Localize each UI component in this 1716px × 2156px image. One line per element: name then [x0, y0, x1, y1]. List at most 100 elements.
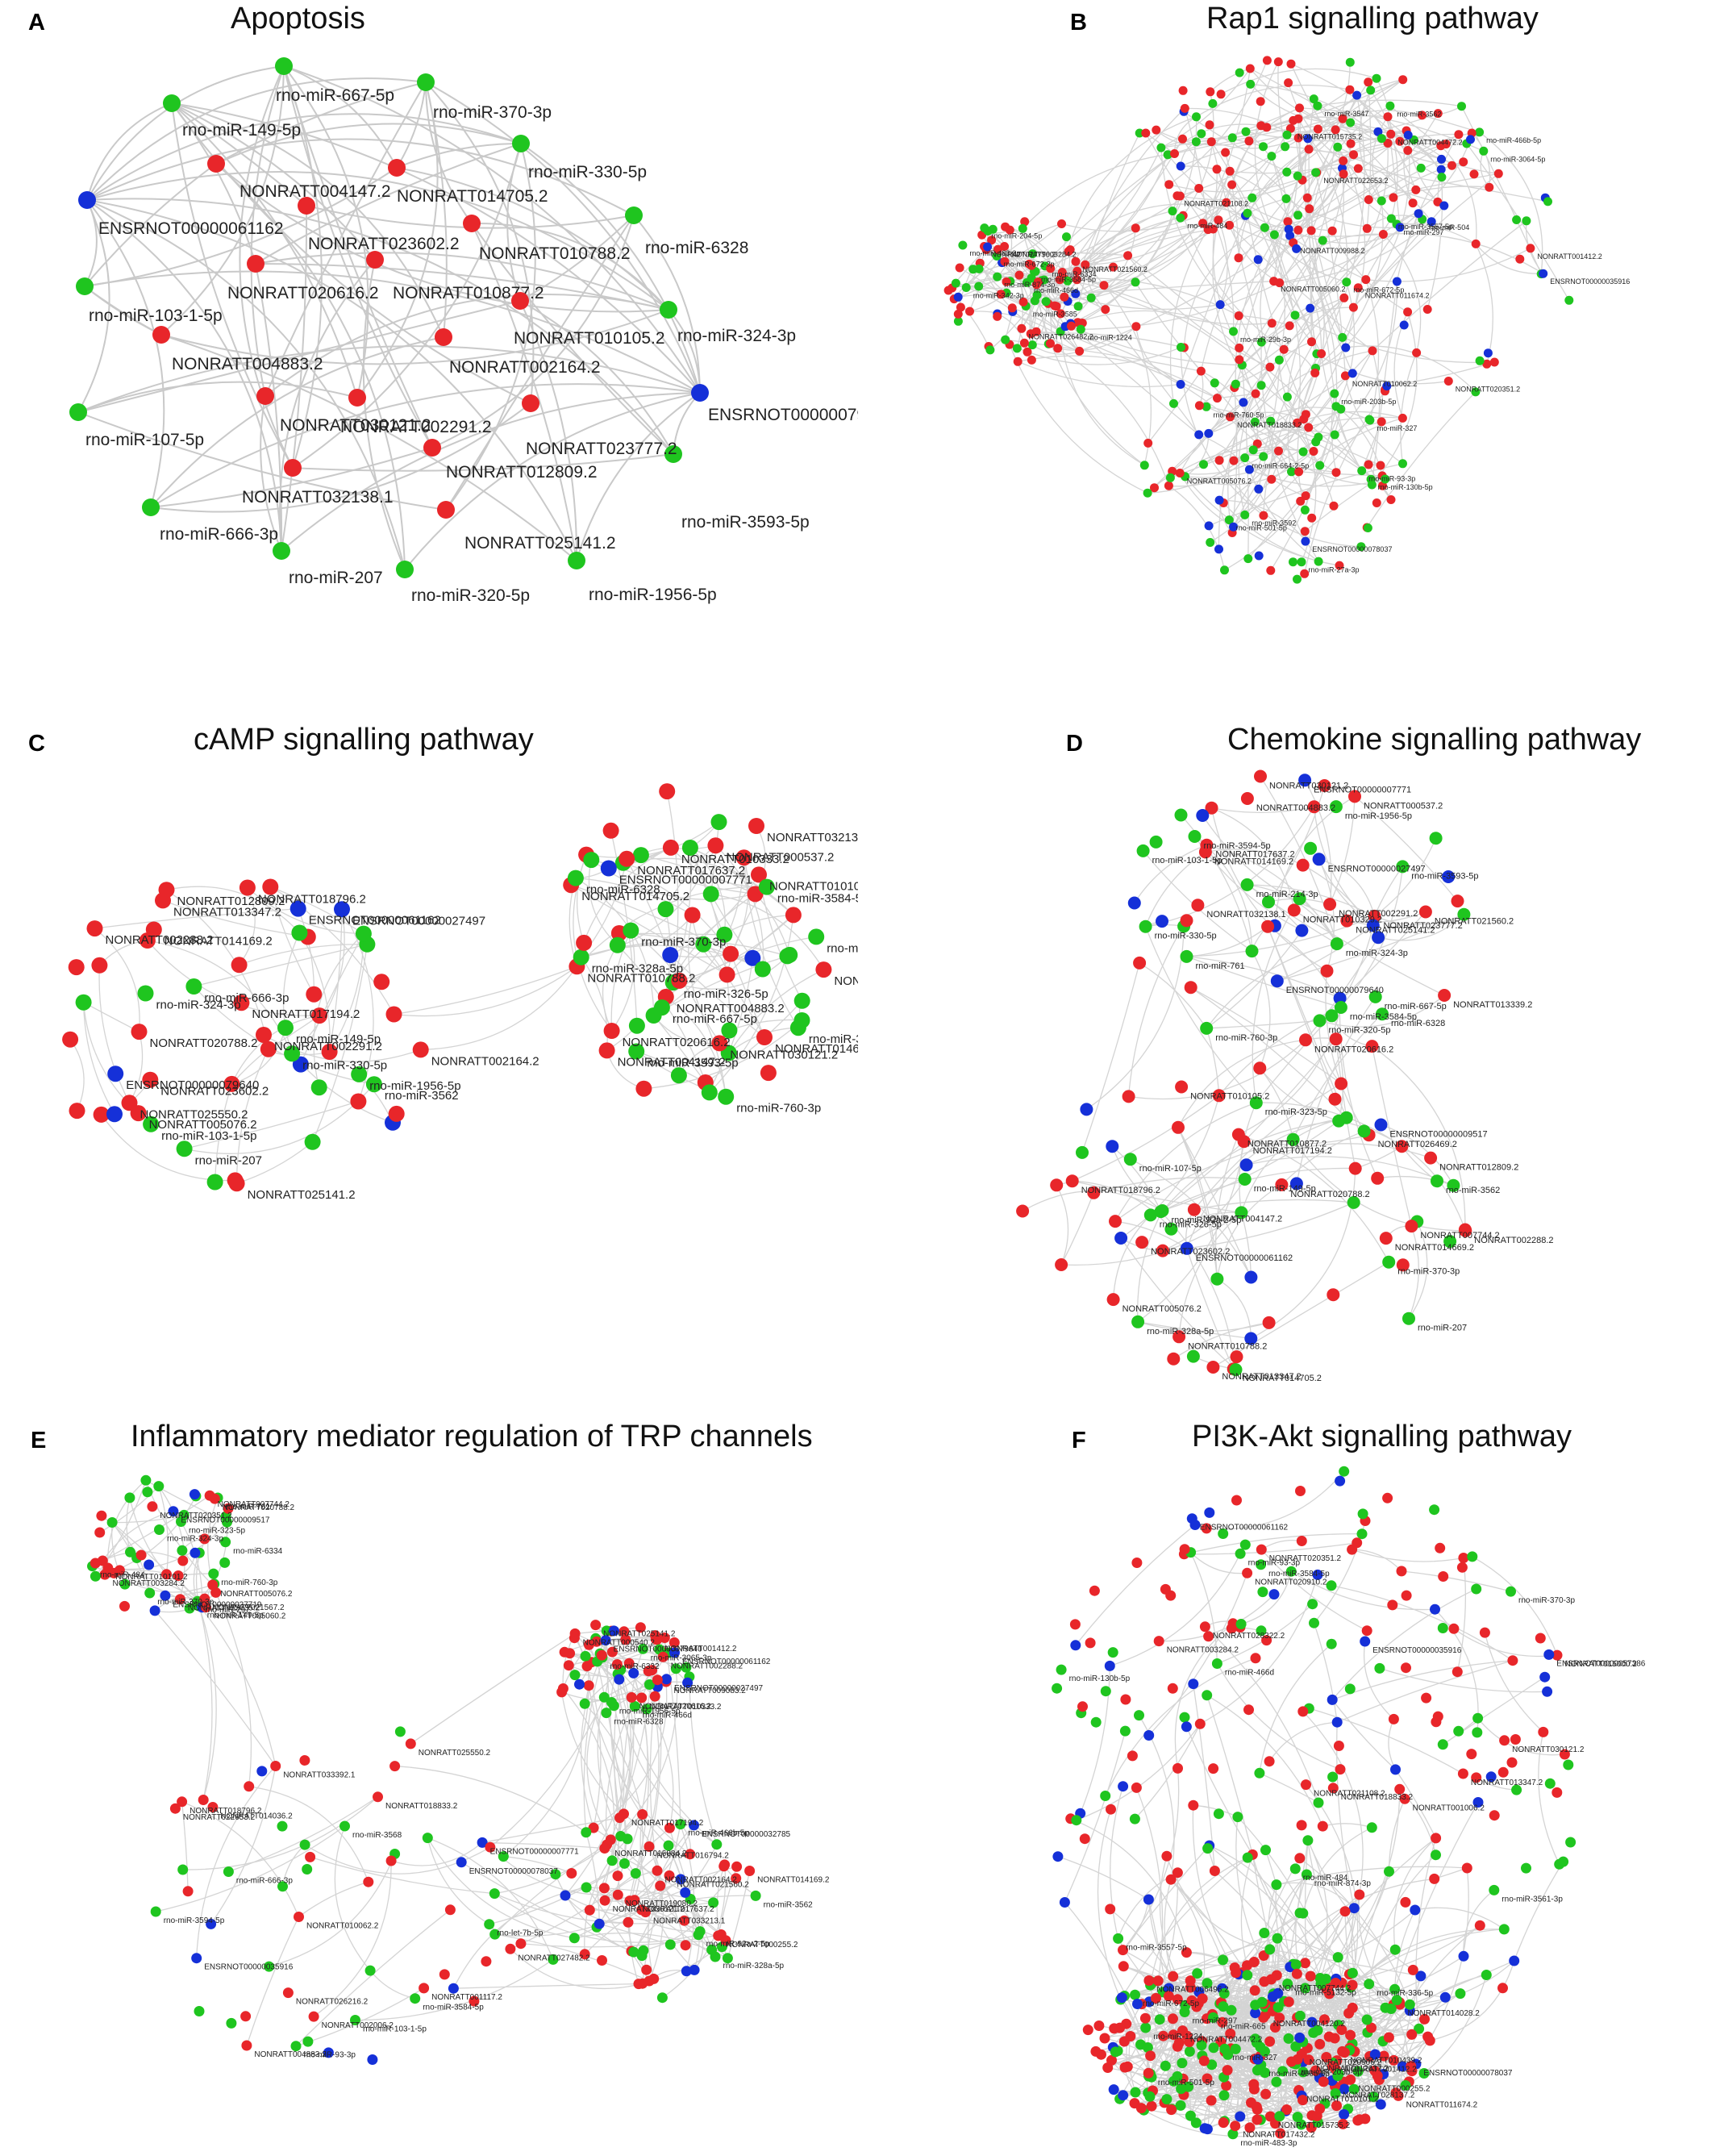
- mirna-node: [1142, 2042, 1153, 2053]
- edge: [1310, 1837, 1437, 1977]
- mirna-node: [1240, 878, 1254, 891]
- mrna-node: [1285, 231, 1295, 240]
- lncrna-node: [1331, 2100, 1342, 2112]
- node-label: NONRATT007744.2: [218, 1500, 290, 1509]
- lncrna-node: [1202, 2073, 1213, 2084]
- mirna-node: [144, 1587, 156, 1599]
- lncrna-node: [1294, 467, 1304, 477]
- lncrna-node: [1275, 2128, 1286, 2139]
- mrna-node: [1509, 1955, 1520, 1966]
- lncrna-node: [1069, 1619, 1081, 1630]
- mrna-node: [1108, 2084, 1119, 2096]
- lncrna-node: [1323, 898, 1337, 911]
- lncrna-node: [505, 1943, 516, 1954]
- mirna-node: [1272, 1933, 1283, 1944]
- lncrna-node: [1349, 150, 1358, 160]
- mirna-node: [1366, 85, 1376, 95]
- lncrna-node: [1394, 1783, 1406, 1795]
- mirna-node: [1177, 343, 1185, 352]
- mirna-node: [1238, 1173, 1252, 1186]
- edge: [1112, 1214, 1152, 1300]
- mirna-node: [708, 1897, 719, 1908]
- network-graph: NONRATT002006.2NONRATT000255.2NONRATT001…: [87, 1474, 830, 2065]
- node-label: NONRATT018796.2: [1081, 1186, 1160, 1195]
- lncrna-node: [169, 1803, 181, 1814]
- edge: [1331, 1699, 1396, 1770]
- edge: [997, 229, 1013, 277]
- lncrna-node: [1535, 1633, 1546, 1644]
- mirna-node: [1437, 173, 1447, 182]
- edge: [1035, 187, 1200, 273]
- mirna-node: [1293, 574, 1302, 584]
- lncrna-node: [1150, 483, 1159, 493]
- mirna-node: [1472, 1727, 1483, 1738]
- edge: [1235, 1816, 1272, 1980]
- node-label: NONRATT004472.2: [1397, 138, 1462, 146]
- edge: [1168, 60, 1268, 186]
- edge: [356, 81, 439, 398]
- lncrna-node: [1264, 1756, 1275, 1767]
- node-label: rno-miR-3562: [1397, 110, 1441, 118]
- mirna-node: [1506, 1586, 1516, 1597]
- edge: [1198, 434, 1250, 470]
- mrna-node: [681, 1966, 692, 1977]
- node-label: rno-miR-6332: [610, 1662, 660, 1671]
- edge: [1137, 1321, 1269, 1332]
- lncrna-node: [605, 1834, 616, 1845]
- edge: [1185, 1726, 1253, 1855]
- node-label: NONRATT011674.2: [1406, 2100, 1478, 2109]
- lncrna-node: [657, 1651, 668, 1662]
- mirna-node: [1416, 163, 1426, 173]
- mirna-node: [636, 1950, 648, 1962]
- mrna-node: [106, 1106, 123, 1123]
- edge: [1393, 1837, 1437, 1950]
- edge: [1120, 1999, 1152, 2075]
- mirna-node: [1330, 937, 1343, 951]
- mirna-node: [716, 926, 733, 943]
- node-label: NONRATT002288.2: [671, 1662, 743, 1670]
- lncrna-node: [684, 907, 701, 924]
- edge: [1290, 1570, 1435, 1611]
- lncrna-node: [1109, 262, 1118, 272]
- edge: [665, 996, 727, 1097]
- mirna-node: [1175, 2100, 1186, 2111]
- lncrna-node: [1335, 1077, 1348, 1091]
- edge: [1120, 1237, 1236, 1370]
- mirna-node: [185, 978, 202, 995]
- edge: [1250, 83, 1351, 124]
- edge: [1111, 2017, 1280, 2061]
- lncrna-node: [1317, 1820, 1328, 1832]
- edge: [1241, 365, 1249, 559]
- edge: [1211, 806, 1314, 813]
- lncrna-node: [1510, 1734, 1521, 1745]
- edge: [1264, 1849, 1277, 1885]
- lncrna-node: [1013, 357, 1023, 366]
- lncrna-node: [671, 972, 688, 989]
- edge: [1190, 1552, 1247, 1574]
- mirna-node: [1357, 1124, 1371, 1138]
- lncrna-node: [173, 1570, 184, 1581]
- lncrna-node: [1291, 1968, 1302, 1979]
- lncrna-node: [1089, 1585, 1100, 1596]
- mirna-node: [675, 1819, 686, 1830]
- node-label: NONRATT028137.2: [1343, 2091, 1415, 2100]
- node-label: NONRATT025141.2: [248, 1188, 356, 1202]
- mirna-node: [1437, 1739, 1448, 1750]
- mirna-node: [394, 1726, 406, 1737]
- node-label: rno-miR-297: [1193, 2017, 1238, 2026]
- node-label: NONRATT005076.2: [149, 1118, 257, 1132]
- mirna-node: [1481, 1970, 1492, 1980]
- edge: [1181, 815, 1253, 952]
- panel-trp: E Inflammatory mediator regulation of TR…: [0, 1403, 858, 2156]
- edge: [1260, 1549, 1368, 1632]
- lncrna-node: [1302, 193, 1312, 202]
- edge: [989, 300, 1035, 351]
- mirna-node: [220, 1537, 231, 1548]
- edge: [255, 263, 283, 552]
- mrna-node: [206, 1918, 217, 1929]
- edge: [1477, 1717, 1565, 1756]
- lncrna-node: [1244, 2122, 1256, 2133]
- lncrna-node: [1300, 1958, 1310, 1969]
- mirna-node: [1302, 1835, 1314, 1846]
- lncrna-node: [1244, 136, 1254, 146]
